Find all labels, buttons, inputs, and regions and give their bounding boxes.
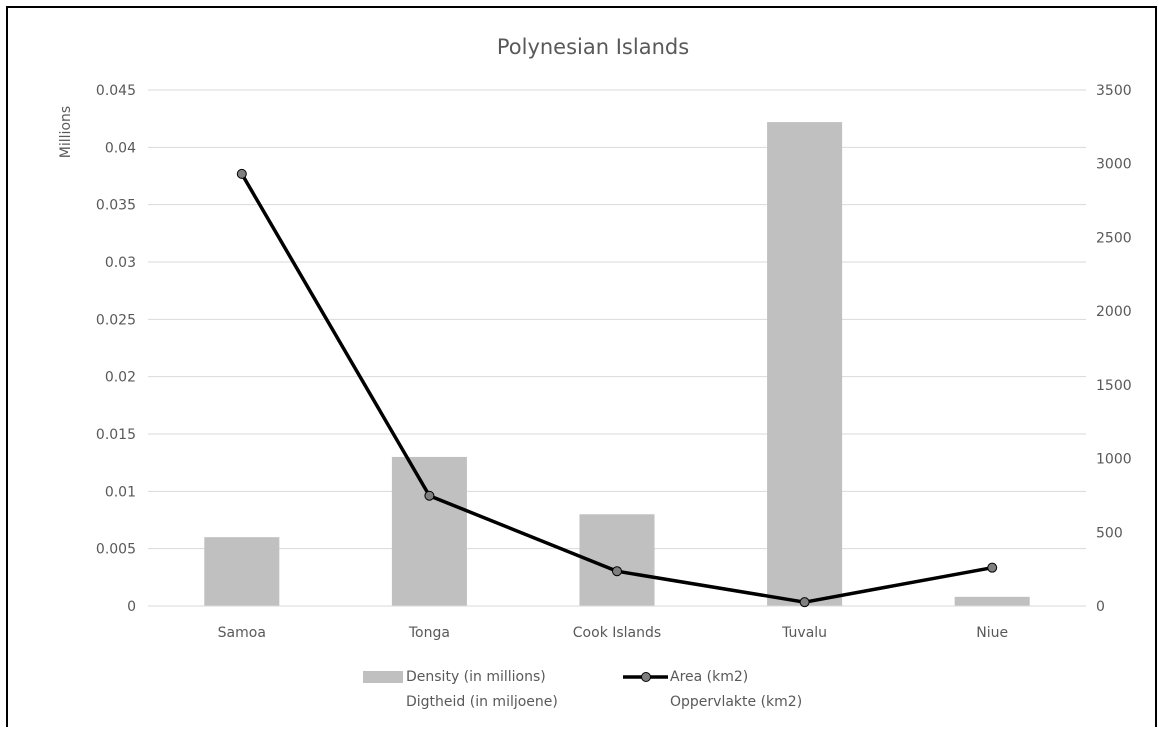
y-right-tick-label: 1500 [1096, 378, 1132, 394]
x-tick-label: Tuvalu [781, 625, 827, 641]
area-point [799, 597, 810, 608]
y-axis-left-label: Millions [58, 106, 74, 158]
y-right-tick-label: 2500 [1096, 230, 1132, 246]
y-left-tick-label: 0.04 [105, 140, 136, 156]
chart-frame: Polynesian Islands Millions 0 0.005 0.01 0.… [6, 6, 1157, 727]
legend-swatch-area-marker [641, 672, 651, 682]
y-right-tick-label: 2000 [1096, 304, 1132, 320]
legend-swatch-density [363, 671, 403, 683]
x-tick-label: Niue [976, 625, 1008, 641]
density-bar [767, 122, 843, 607]
density-bar [954, 596, 1030, 606]
area-point [424, 490, 435, 501]
legend: Density (in millions) Digtheid (in miljo… [363, 669, 802, 710]
y-left-tick-label: 0.025 [96, 312, 136, 328]
y-right-tick-label: 0 [1096, 599, 1105, 615]
x-tick-label: Cook Islands [573, 625, 661, 641]
y-left-tick-label: 0.03 [105, 255, 136, 271]
density-bar [204, 537, 280, 606]
y-axis-right-ticks: 0 500 1000 1500 2000 2500 3000 3500 [1096, 83, 1132, 615]
y-left-tick-label: 0.015 [96, 427, 136, 443]
y-right-tick-label: 3500 [1096, 83, 1132, 99]
area-point [236, 168, 247, 179]
legend-label-density: Density (in millions) [406, 669, 546, 685]
y-right-tick-label: 3000 [1096, 157, 1132, 173]
legend-label-area: Area (km2) [670, 669, 748, 685]
chart-title: Polynesian Islands [497, 35, 689, 59]
legend-label-density-2: Digtheid (in miljoene) [406, 694, 558, 710]
x-tick-label: Tonga [408, 625, 450, 641]
y-left-tick-label: 0 [127, 599, 136, 615]
legend-label-area-2: Oppervlakte (km2) [670, 694, 802, 710]
x-tick-label: Samoa [218, 625, 266, 641]
y-left-tick-label: 0.045 [96, 83, 136, 99]
area-point [612, 566, 622, 577]
y-left-tick-label: 0.005 [96, 542, 136, 558]
y-left-tick-label: 0.02 [105, 370, 136, 386]
legend-item-density: Density (in millions) Digtheid (in miljo… [363, 669, 558, 710]
polynesian-islands-chart: Polynesian Islands Millions 0 0.005 0.01 0.… [58, 35, 1132, 710]
y-left-tick-label: 0.035 [96, 198, 136, 214]
y-axis-left-ticks: 0 0.005 0.01 0.015 0.02 0.025 0.03 0.035 0.04 0.0… [96, 83, 136, 615]
density-bar [391, 456, 467, 606]
density-bars [204, 122, 1030, 607]
area-point [987, 562, 998, 573]
y-right-tick-label: 1000 [1096, 452, 1132, 468]
legend-item-area: Area (km2) Oppervlakte (km2) [623, 669, 802, 710]
area-line-series [236, 168, 998, 608]
y-right-tick-label: 500 [1096, 525, 1123, 541]
x-axis-category-labels: Samoa Tonga Cook Islands Tuvalu Niue [218, 625, 1008, 641]
y-left-tick-label: 0.01 [105, 484, 136, 500]
gridlines [148, 89, 1086, 550]
